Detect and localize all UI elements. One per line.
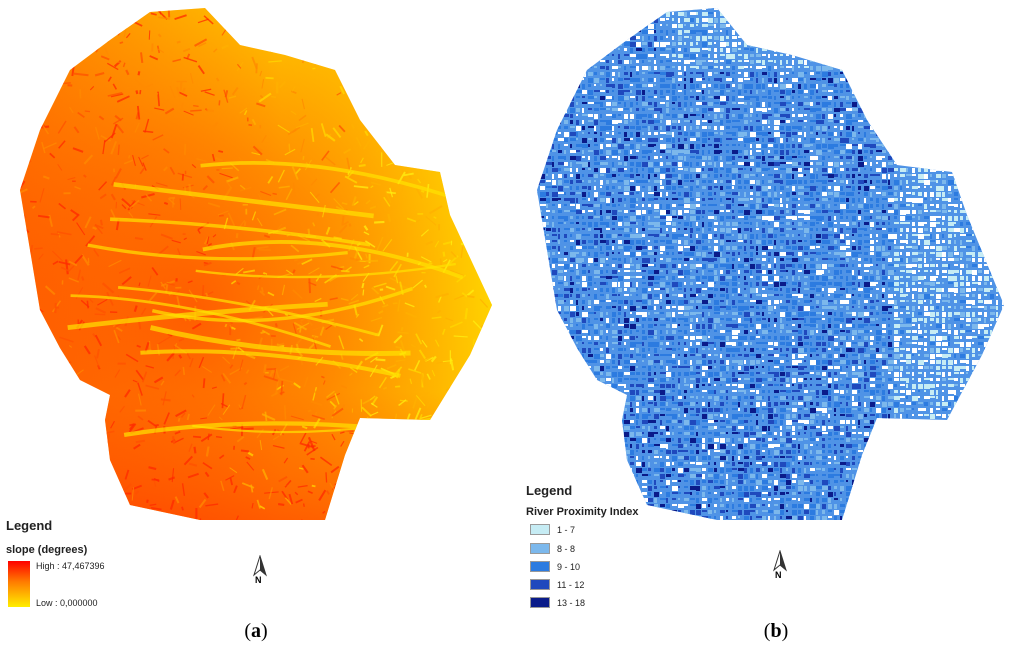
north-label: N xyxy=(775,570,782,580)
caption-b: (b) xyxy=(763,620,789,642)
legend-class-label: 8 - 8 xyxy=(557,543,576,554)
legend-title-a: Legend xyxy=(6,518,53,533)
legend-field-a: slope (degrees) xyxy=(6,544,88,556)
river-proximity-map xyxy=(537,8,1004,520)
legend-class-label: 11 - 12 xyxy=(557,579,585,590)
legend-class-4: 11 - 12 xyxy=(530,578,584,591)
caption-a: (a) xyxy=(244,620,268,642)
legend-title-b: Legend xyxy=(526,483,573,498)
legend-swatch xyxy=(530,561,550,572)
legend-swatch xyxy=(530,543,550,554)
panel-a-slope: Legend slope (degrees) High : 47,467396 … xyxy=(6,8,492,642)
panel-b-river-proximity: Legend River Proximity Index 1 - 7 8 - 8… xyxy=(512,0,1024,650)
north-arrow-icon: N xyxy=(770,549,790,580)
legend-class-3: 9 - 10 xyxy=(530,560,580,573)
legend-class-label: 13 - 18 xyxy=(557,597,586,608)
legend-swatch xyxy=(530,524,550,535)
legend-swatch xyxy=(530,579,550,590)
legend-class-5: 13 - 18 xyxy=(530,596,585,609)
ramp-high-label: High : 47,467396 xyxy=(36,561,105,571)
slope-map xyxy=(20,8,492,520)
ramp-low-label: Low : 0,000000 xyxy=(36,598,98,608)
slope-color-ramp xyxy=(8,561,30,607)
legend-class-1: 1 - 7 xyxy=(530,523,575,536)
legend-class-2: 8 - 8 xyxy=(530,542,575,555)
legend-class-label: 1 - 7 xyxy=(557,524,576,535)
legend-field-b: River Proximity Index xyxy=(526,506,639,518)
legend-swatch xyxy=(530,597,550,608)
north-arrow-icon: N xyxy=(250,554,270,585)
legend-class-label: 9 - 10 xyxy=(557,561,581,572)
north-label: N xyxy=(255,575,262,585)
